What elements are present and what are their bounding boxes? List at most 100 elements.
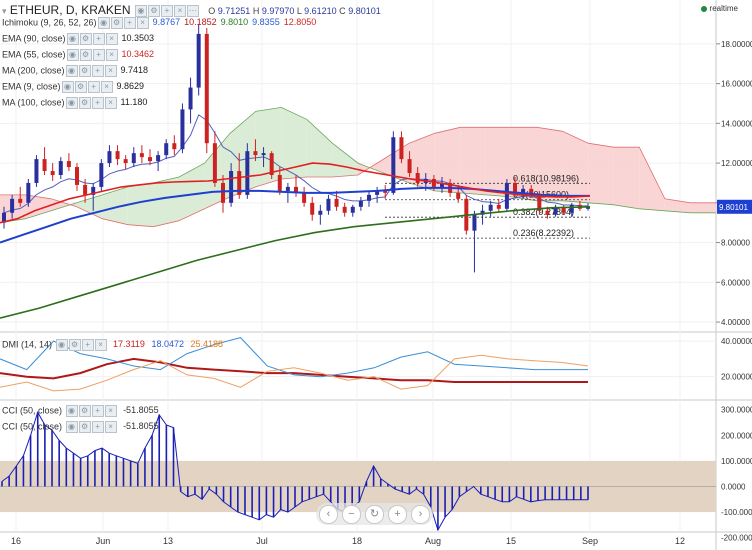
eye-icon[interactable]: ◉ <box>65 421 78 433</box>
close-icon[interactable]: × <box>105 33 118 45</box>
indicator-name: MA (100, close) <box>2 97 65 108</box>
candle-body <box>188 87 193 110</box>
fib-level-label: 0.618(10.98196) <box>513 173 579 183</box>
settings-icon[interactable]: ⚙ <box>79 33 92 45</box>
candle-body <box>34 159 39 183</box>
ichimoku-cloud-segment <box>51 198 77 211</box>
add-icon[interactable]: + <box>91 421 104 433</box>
candle-body <box>131 153 136 164</box>
add-icon[interactable]: + <box>91 405 104 417</box>
dmi-series-line <box>0 357 588 383</box>
eye-icon[interactable]: ◉ <box>55 339 68 351</box>
high-value: 9.97970 <box>261 6 295 16</box>
settings-icon[interactable]: ⚙ <box>79 49 92 61</box>
more-icon[interactable]: ⋯ <box>186 4 199 17</box>
candle-body <box>537 194 542 211</box>
indicator-legend-row[interactable]: EMA (90, close) ◉ ⚙ + × 10.3503 <box>2 33 154 45</box>
y-tick-label: -100.0000 <box>721 508 752 517</box>
add-icon[interactable]: + <box>87 81 100 93</box>
indicator-legend-row[interactable]: EMA (55, close) ◉ ⚙ + × 10.3462 <box>2 49 154 61</box>
eye-icon[interactable]: ◉ <box>66 49 79 61</box>
candle-body <box>83 184 88 195</box>
close-icon[interactable]: × <box>104 405 117 417</box>
candle-body <box>139 153 144 158</box>
settings-icon[interactable]: ⚙ <box>110 17 123 29</box>
candle-body <box>529 188 534 195</box>
dmi-legend[interactable]: DMI (14, 14) ◉ ⚙ + × 17.3119 18.0472 25.418… <box>2 339 223 351</box>
settings-icon[interactable]: ⚙ <box>78 421 91 433</box>
close-icon[interactable]: × <box>94 339 107 351</box>
indicator-legend-row[interactable]: MA (100, close) ◉ ⚙ + × 11.180 <box>2 97 147 109</box>
last-price-tag <box>717 199 752 214</box>
eye-icon[interactable]: ◉ <box>97 17 110 29</box>
candle-body <box>586 206 590 209</box>
eye-icon[interactable]: ◉ <box>65 97 78 109</box>
cci-legend-1[interactable]: CCI (50, close) ◉ ⚙ + × -51.8055 <box>2 405 159 417</box>
candle-body <box>358 200 363 207</box>
eye-icon[interactable]: ◉ <box>65 65 78 77</box>
zoom-in-button[interactable]: + <box>388 504 407 524</box>
add-icon[interactable]: + <box>123 17 136 29</box>
eye-icon[interactable]: ◉ <box>66 33 79 45</box>
realtime-label: realtime <box>709 4 738 13</box>
ichimoku-cloud-segment <box>127 182 154 227</box>
add-icon[interactable]: + <box>81 339 94 351</box>
y-tick-label: 18.00000 <box>721 40 752 49</box>
dmi-plus-value: 18.0472 <box>151 339 184 350</box>
add-icon[interactable]: + <box>92 33 105 45</box>
scroll-left-button[interactable]: ‹ <box>319 504 338 524</box>
scroll-right-button[interactable]: › <box>411 504 430 524</box>
add-icon[interactable]: + <box>91 65 104 77</box>
add-icon[interactable]: + <box>91 97 104 109</box>
add-icon[interactable]: + <box>160 4 173 17</box>
candle-body <box>553 206 558 215</box>
close-icon[interactable]: × <box>104 97 117 109</box>
x-tick-label: Jul <box>256 536 268 546</box>
indicator-legend-row[interactable]: EMA (9, close) ◉ ⚙ + × 9.8629 <box>2 81 144 93</box>
candle-body <box>302 192 307 203</box>
candle-body <box>66 161 71 168</box>
indicator-value: 9.8010 <box>220 17 249 28</box>
candle-body <box>480 210 485 215</box>
eye-icon[interactable]: ◉ <box>61 81 74 93</box>
eye-icon[interactable]: ◉ <box>134 4 147 17</box>
ema90-line <box>0 186 590 244</box>
zoom-out-button[interactable]: − <box>342 504 361 524</box>
ichimoku-cloud-segment <box>434 127 461 193</box>
indicator-legend-row[interactable]: Ichimoku (9, 26, 52, 26) ◉ ⚙ + × 9.8767 10.185… <box>2 17 316 29</box>
ma200-line <box>0 206 591 319</box>
settings-icon[interactable]: ⚙ <box>74 81 87 93</box>
reset-button[interactable]: ↻ <box>365 504 384 524</box>
chevron-down-icon[interactable]: ▾ <box>2 6 7 16</box>
candle-body <box>561 206 566 213</box>
settings-icon[interactable]: ⚙ <box>78 405 91 417</box>
settings-icon[interactable]: ⚙ <box>147 4 160 17</box>
fib-level-label: 0.382(9.27804) <box>513 207 574 217</box>
realtime-indicator: realtime <box>700 4 738 13</box>
close-icon[interactable]: × <box>104 421 117 433</box>
dmi-legend-name: DMI (14, 14) <box>2 339 53 350</box>
settings-icon[interactable]: ⚙ <box>68 339 81 351</box>
add-icon[interactable]: + <box>92 49 105 61</box>
close-icon[interactable]: × <box>100 81 113 93</box>
y-tick-label: 200.0000 <box>721 431 752 440</box>
x-tick-label: 13 <box>163 536 173 546</box>
close-icon[interactable]: × <box>104 65 117 77</box>
close-icon[interactable]: × <box>173 4 186 17</box>
y-tick-label: 40.00000 <box>721 337 752 346</box>
close-icon[interactable]: × <box>105 49 118 61</box>
candle-body <box>204 33 209 144</box>
close-icon[interactable]: × <box>136 17 149 29</box>
x-tick-label: Sep <box>582 536 598 546</box>
ichimoku-cloud-segment <box>511 127 537 201</box>
settings-icon[interactable]: ⚙ <box>78 65 91 77</box>
candle-body <box>2 212 6 223</box>
eye-icon[interactable]: ◉ <box>65 405 78 417</box>
chart-header: ▾ ETHEUR, D, KRAKEN ◉ ⚙ + × ⋯ O 9.71251 H 9.… <box>2 3 381 17</box>
settings-icon[interactable]: ⚙ <box>78 97 91 109</box>
symbol-title: ETHEUR, D, KRAKEN <box>9 3 131 17</box>
cci-legend-2[interactable]: CCI (50, close) ◉ ⚙ + × -51.8055 <box>2 421 159 433</box>
candle-body <box>212 143 217 183</box>
candle-body <box>26 182 31 203</box>
indicator-legend-row[interactable]: MA (200, close) ◉ ⚙ + × 9.7418 <box>2 65 148 77</box>
